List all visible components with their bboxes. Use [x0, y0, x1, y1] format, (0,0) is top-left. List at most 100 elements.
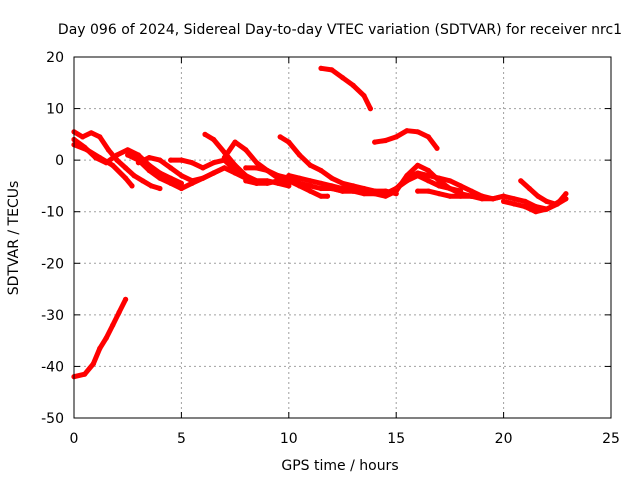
data-point: [211, 160, 217, 166]
data-point: [296, 183, 303, 189]
data-point: [97, 345, 103, 351]
data-point: [80, 134, 86, 140]
data-point: [501, 198, 507, 204]
data-point: [318, 180, 324, 186]
data-point: [382, 191, 389, 197]
x-tick-labels: 0 5 10 15 20 25: [70, 431, 620, 447]
data-point: [339, 75, 346, 81]
data-point: [221, 165, 227, 171]
data-point: [324, 193, 331, 199]
data-point: [339, 188, 346, 194]
x-tick-label: 20: [495, 431, 513, 447]
data-point: [200, 175, 206, 181]
data-point: [84, 147, 90, 153]
y-tick-label: -10: [41, 205, 64, 221]
data-point: [88, 130, 94, 136]
y-tick-label: -30: [41, 308, 64, 324]
data-point: [202, 131, 208, 137]
data-point: [425, 173, 431, 179]
data-point: [178, 157, 184, 163]
data-point: [296, 175, 303, 181]
y-tick-labels: -50 -40 -30 -20 -10 0 10 20: [41, 50, 64, 427]
data-point: [243, 147, 249, 153]
data-point: [318, 193, 324, 199]
data-point: [97, 155, 103, 161]
data-point: [135, 152, 141, 158]
data-point: [135, 160, 141, 166]
data-point: [307, 188, 313, 194]
data-point: [178, 185, 184, 192]
data-point: [518, 178, 524, 184]
data-point: [382, 137, 389, 144]
data-point: [110, 322, 116, 328]
data-point: [286, 183, 292, 189]
data-point: [232, 139, 238, 145]
data-point: [522, 198, 528, 204]
data-point: [552, 201, 558, 207]
data-point: [131, 173, 137, 179]
plot-frame: [73, 56, 612, 419]
data-point: [447, 193, 453, 199]
data-point: [123, 175, 129, 181]
data-point: [243, 173, 249, 179]
axis-ticks: [73, 56, 612, 419]
x-tick-label: 10: [280, 431, 298, 447]
data-point: [468, 188, 474, 194]
data-point: [243, 178, 249, 184]
data-point: [277, 134, 283, 140]
y-tick-label: 20: [46, 50, 64, 66]
data-point: [393, 134, 399, 140]
data-point: [372, 139, 378, 145]
data-point: [146, 167, 152, 174]
data-point: [447, 178, 453, 184]
data-point: [425, 188, 431, 194]
data-point: [458, 193, 464, 199]
data-point: [264, 180, 270, 186]
data-point: [526, 185, 533, 192]
data-point: [157, 157, 163, 163]
data-point: [232, 162, 238, 168]
data-point: [110, 162, 116, 168]
data-point: [318, 65, 324, 71]
y-tick-label: -40: [41, 359, 64, 375]
data-point: [123, 165, 129, 171]
data-point: [329, 175, 335, 181]
data-point: [329, 67, 335, 73]
data-point: [97, 134, 103, 140]
data-point: [522, 204, 528, 210]
data-point: [264, 167, 270, 174]
data-point: [211, 136, 217, 143]
data-point: [129, 183, 135, 189]
data-point: [125, 152, 131, 158]
data-point: [296, 152, 303, 158]
data-point: [125, 147, 131, 153]
series-line-arc-high: [318, 65, 373, 112]
data-point: [367, 106, 373, 112]
data-point: [501, 193, 507, 199]
data-point: [200, 165, 206, 171]
data-point: [148, 183, 154, 189]
y-tick-label: -50: [41, 411, 64, 427]
data-point: [168, 165, 174, 171]
data-point: [103, 335, 109, 341]
data-point: [116, 309, 122, 315]
data-point: [350, 82, 356, 88]
data-point: [254, 165, 260, 171]
data-point: [123, 296, 129, 302]
data-point: [168, 157, 174, 163]
x-axis-label: GPS time / hours: [281, 458, 398, 474]
data-point: [425, 134, 431, 140]
data-point: [339, 180, 346, 186]
data-point: [189, 160, 195, 166]
data-point: [415, 170, 421, 176]
data-point: [211, 170, 217, 176]
data-point: [178, 180, 184, 186]
data-point: [415, 188, 421, 194]
y-tick-label: 10: [46, 102, 64, 118]
data-point: [479, 196, 485, 202]
data-point: [434, 145, 440, 151]
data-point: [168, 175, 174, 181]
data-point: [535, 193, 541, 199]
data-point: [146, 155, 152, 161]
